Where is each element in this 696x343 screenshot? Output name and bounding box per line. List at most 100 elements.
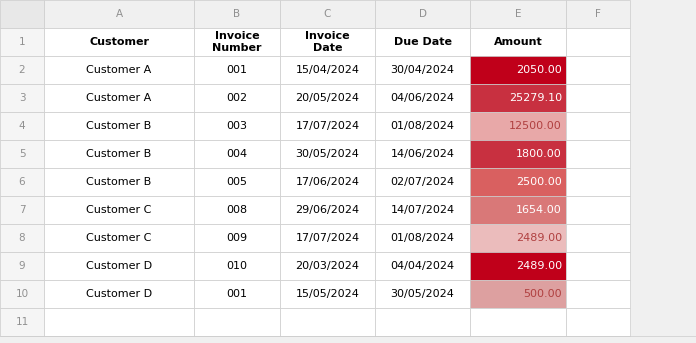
Bar xyxy=(194,140,280,168)
Text: Invoice
Date: Invoice Date xyxy=(305,31,350,53)
Bar xyxy=(375,196,470,224)
Bar xyxy=(194,84,280,112)
Bar xyxy=(194,168,280,196)
Bar xyxy=(0,56,44,84)
Bar xyxy=(280,112,375,140)
Bar xyxy=(566,196,630,224)
Bar xyxy=(470,168,566,196)
Bar xyxy=(375,224,470,252)
Text: D: D xyxy=(418,9,427,19)
Text: 005: 005 xyxy=(226,177,248,187)
Text: 009: 009 xyxy=(226,233,248,243)
Bar xyxy=(566,308,630,336)
Bar xyxy=(470,140,566,168)
Bar xyxy=(375,56,470,84)
Text: 20/05/2024: 20/05/2024 xyxy=(296,93,360,103)
Text: 010: 010 xyxy=(226,261,248,271)
Bar xyxy=(470,56,566,84)
Bar xyxy=(375,28,470,56)
Text: 001: 001 xyxy=(226,65,248,75)
Text: B: B xyxy=(233,9,241,19)
Bar xyxy=(470,308,566,336)
Text: 001: 001 xyxy=(226,289,248,299)
Bar xyxy=(470,196,566,224)
Bar xyxy=(44,84,194,112)
Text: 5: 5 xyxy=(19,149,25,159)
Text: 008: 008 xyxy=(226,205,248,215)
Bar xyxy=(44,224,194,252)
Bar xyxy=(0,252,44,280)
Bar xyxy=(0,84,44,112)
Text: 003: 003 xyxy=(226,121,248,131)
Bar xyxy=(0,196,44,224)
Bar xyxy=(280,252,375,280)
Bar xyxy=(44,280,194,308)
Bar xyxy=(0,28,44,56)
Text: 15/05/2024: 15/05/2024 xyxy=(296,289,359,299)
Text: 004: 004 xyxy=(226,149,248,159)
Bar xyxy=(44,0,194,28)
Bar xyxy=(0,0,44,28)
Bar xyxy=(470,112,566,140)
Text: 17/07/2024: 17/07/2024 xyxy=(295,121,360,131)
Bar xyxy=(194,56,280,84)
Bar xyxy=(194,0,280,28)
Bar xyxy=(44,196,194,224)
Bar xyxy=(566,224,630,252)
Text: Amount: Amount xyxy=(493,37,542,47)
Bar xyxy=(566,280,630,308)
Text: Customer D: Customer D xyxy=(86,261,152,271)
Bar xyxy=(44,112,194,140)
Text: 2489.00: 2489.00 xyxy=(516,233,562,243)
Bar xyxy=(280,84,375,112)
Bar xyxy=(280,56,375,84)
Bar xyxy=(280,196,375,224)
Bar xyxy=(566,168,630,196)
Text: 15/04/2024: 15/04/2024 xyxy=(296,65,360,75)
Bar xyxy=(280,280,375,308)
Text: 04/06/2024: 04/06/2024 xyxy=(390,93,454,103)
Bar xyxy=(566,112,630,140)
Bar xyxy=(470,224,566,252)
Text: A: A xyxy=(116,9,122,19)
Bar xyxy=(566,0,630,28)
Bar xyxy=(0,308,44,336)
Text: 17/06/2024: 17/06/2024 xyxy=(296,177,360,187)
Text: E: E xyxy=(515,9,521,19)
Bar xyxy=(375,308,470,336)
Text: 9: 9 xyxy=(19,261,25,271)
Text: 4: 4 xyxy=(19,121,25,131)
Text: 12500.00: 12500.00 xyxy=(509,121,562,131)
Text: 1654.00: 1654.00 xyxy=(516,205,562,215)
Bar xyxy=(0,280,44,308)
Bar xyxy=(0,168,44,196)
Text: C: C xyxy=(324,9,331,19)
Text: 30/05/2024: 30/05/2024 xyxy=(390,289,454,299)
Bar xyxy=(375,280,470,308)
Bar xyxy=(566,84,630,112)
Text: Customer A: Customer A xyxy=(86,65,152,75)
Text: 7: 7 xyxy=(19,205,25,215)
Text: 1: 1 xyxy=(19,37,25,47)
Bar xyxy=(566,28,630,56)
Text: 04/04/2024: 04/04/2024 xyxy=(390,261,454,271)
Text: 3: 3 xyxy=(19,93,25,103)
Bar xyxy=(0,140,44,168)
Bar xyxy=(280,308,375,336)
Text: Due Date: Due Date xyxy=(393,37,452,47)
Bar xyxy=(280,224,375,252)
Bar xyxy=(470,28,566,56)
Text: 500.00: 500.00 xyxy=(523,289,562,299)
Text: Customer B: Customer B xyxy=(86,149,152,159)
Text: 2: 2 xyxy=(19,65,25,75)
Text: 10: 10 xyxy=(15,289,29,299)
Bar xyxy=(470,280,566,308)
Text: 29/06/2024: 29/06/2024 xyxy=(295,205,360,215)
Text: 30/05/2024: 30/05/2024 xyxy=(296,149,359,159)
Bar xyxy=(375,252,470,280)
Text: F: F xyxy=(595,9,601,19)
Bar xyxy=(566,56,630,84)
Bar xyxy=(566,252,630,280)
Text: 002: 002 xyxy=(226,93,248,103)
Bar xyxy=(44,252,194,280)
